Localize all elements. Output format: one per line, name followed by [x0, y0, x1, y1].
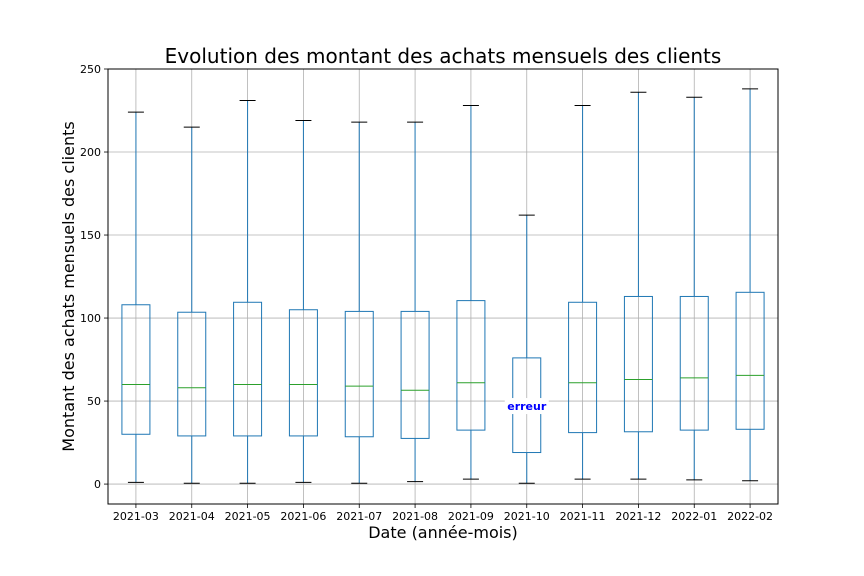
y-tick-label: 0	[94, 478, 101, 491]
box-2021-09	[456, 105, 486, 480]
x-tick-label: 2022-02	[727, 510, 773, 523]
y-tick-label: 250	[80, 63, 101, 76]
x-tick-label: 2021-08	[392, 510, 438, 523]
box-iqr	[121, 304, 151, 435]
x-tick-label: 2022-01	[671, 510, 717, 523]
box-iqr	[735, 291, 765, 430]
x-axis-ticks: 2021-03 2021-04 2021-05 2021-06 2021-07 2021-…	[113, 504, 773, 523]
y-tick-label: 200	[80, 146, 101, 159]
x-tick-label: 2021-12	[615, 510, 661, 523]
x-tick-label: 2021-10	[504, 510, 550, 523]
box-iqr	[400, 310, 430, 439]
annotations: erreur	[504, 398, 549, 415]
box-iqr	[288, 309, 318, 437]
box-2021-06	[288, 119, 318, 483]
box-2021-05	[233, 100, 263, 484]
x-axis-label: Date (année-mois)	[368, 523, 518, 542]
box-2022-01	[679, 96, 709, 481]
x-tick-label: 2021-07	[336, 510, 382, 523]
box-2021-11	[568, 105, 598, 480]
x-tick-label: 2021-04	[169, 510, 215, 523]
y-tick-label: 50	[87, 395, 101, 408]
box-2021-03	[121, 111, 151, 483]
grid-lines	[108, 68, 778, 504]
box-iqr	[623, 295, 653, 433]
x-tick-label: 2021-03	[113, 510, 159, 523]
box-2021-04	[177, 126, 207, 484]
box-iqr	[568, 301, 598, 434]
box-iqr	[177, 311, 207, 437]
y-axis-ticks: 0 50 100 150 200 250	[80, 63, 108, 491]
y-tick-label: 150	[80, 229, 101, 242]
box-plots	[121, 88, 765, 484]
chart-title: Evolution des montant des achats mensuel…	[165, 44, 722, 68]
x-tick-label: 2021-09	[448, 510, 494, 523]
box-iqr	[456, 300, 486, 431]
x-tick-label: 2021-05	[225, 510, 271, 523]
annotation-background	[504, 398, 549, 415]
y-axis-label: Montant des achats mensuels des clients	[59, 121, 78, 451]
box-iqr	[233, 301, 263, 437]
box-2021-07	[344, 121, 374, 484]
box-iqr	[344, 310, 374, 438]
x-tick-label: 2021-11	[560, 510, 606, 523]
x-tick-label: 2021-06	[280, 510, 326, 523]
y-tick-label: 100	[80, 312, 101, 325]
plot-frame	[107, 68, 779, 505]
annotation-label: erreur	[507, 400, 547, 413]
box-2021-12	[623, 91, 653, 480]
box-iqr	[679, 295, 709, 431]
box-2021-08	[400, 121, 430, 483]
box-2022-02	[735, 88, 765, 482]
